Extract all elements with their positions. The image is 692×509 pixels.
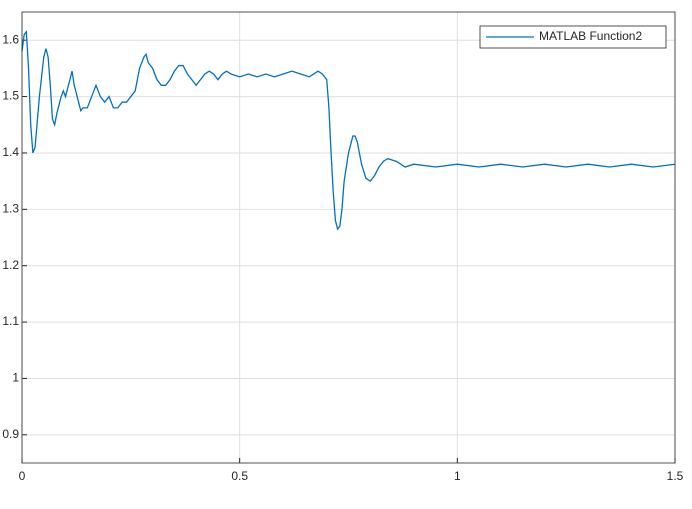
legend-label: MATLAB Function2 xyxy=(539,29,642,43)
legend-box xyxy=(479,25,667,49)
x-tick-label: 0.5 xyxy=(231,469,248,483)
y-tick-label: 1.4 xyxy=(2,145,19,159)
y-tick-label: 1.5 xyxy=(2,89,19,103)
y-tick-label: 1 xyxy=(12,371,19,385)
y-tick-label: 1.2 xyxy=(2,258,19,272)
y-tick-label: 1.3 xyxy=(2,201,19,215)
x-tick-label: 1 xyxy=(454,469,461,483)
y-tick-label: 1.1 xyxy=(2,314,19,328)
y-tick-label: 1.6 xyxy=(2,32,19,46)
x-tick-label: 0 xyxy=(19,469,26,483)
x-tick-label: 1.5 xyxy=(667,469,684,483)
line xyxy=(21,29,676,231)
axes-box xyxy=(21,11,676,464)
plot-area xyxy=(22,12,675,463)
y-tick-label: 0.9 xyxy=(2,427,19,441)
